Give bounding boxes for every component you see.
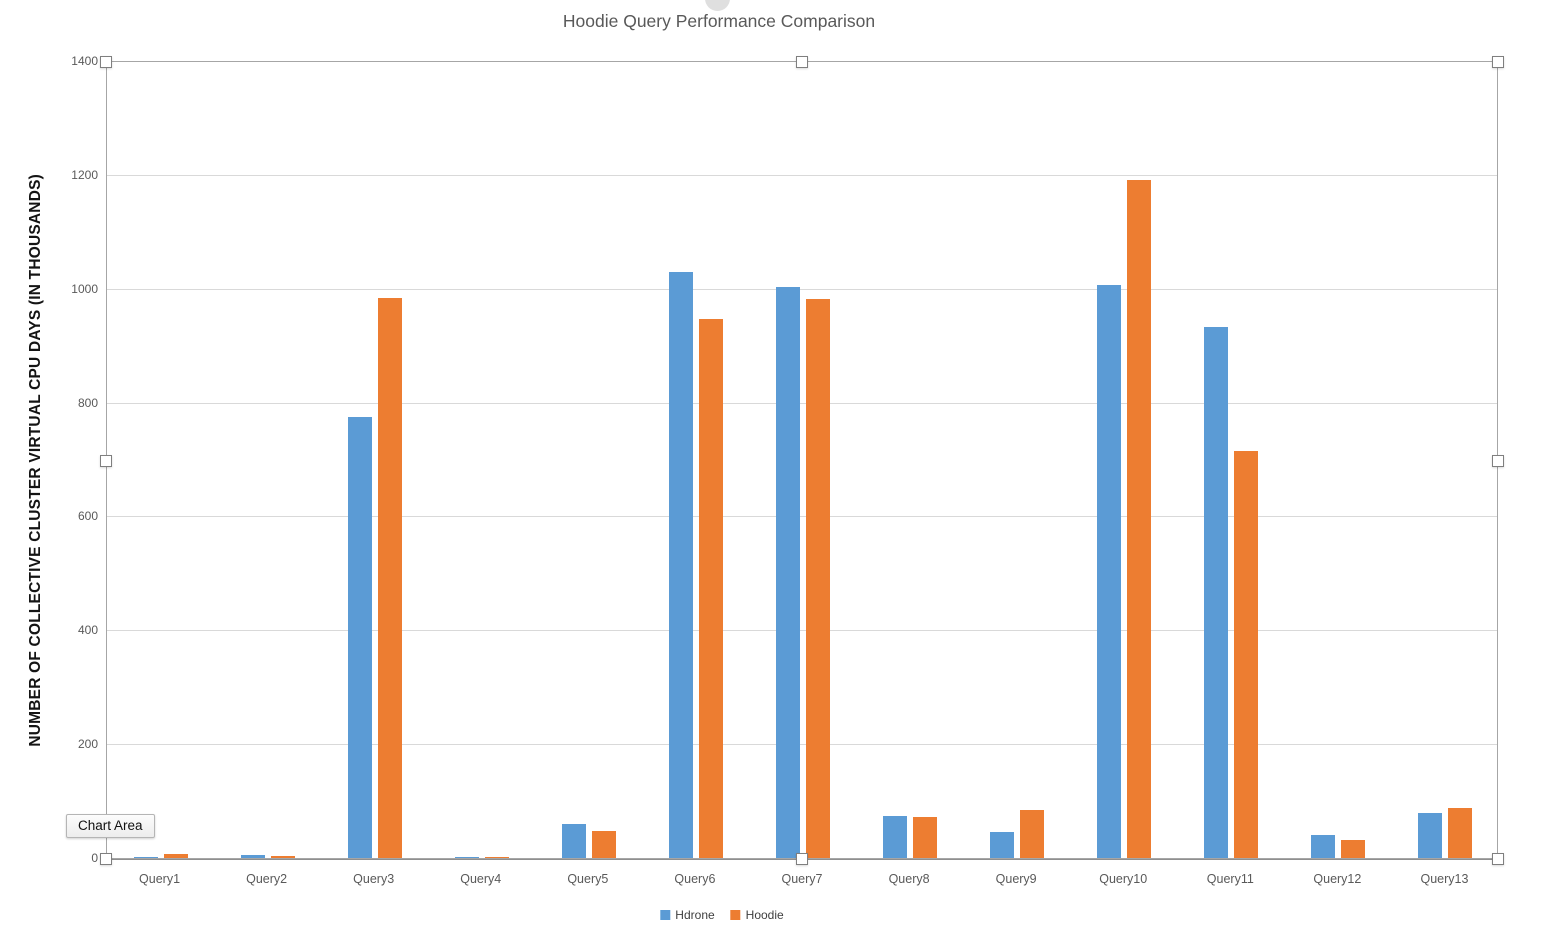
y-axis-title-wrap: NUMBER OF COLLECTIVE CLUSTER VIRTUAL CPU… xyxy=(14,62,58,859)
selection-handle-right-middle[interactable] xyxy=(1492,454,1504,467)
gridline-200 xyxy=(106,744,1498,746)
bar-hdrone-query10[interactable] xyxy=(1097,285,1122,859)
bar-hdrone-query2[interactable] xyxy=(240,855,265,859)
selection-handle-center-bottom[interactable] xyxy=(796,853,808,865)
bar-hoodie-query12[interactable] xyxy=(1341,840,1366,859)
selection-handle-left-middle[interactable] xyxy=(100,454,112,467)
y-tick-label-200: 200 xyxy=(77,737,98,752)
x-tick-label-query3[interactable]: Query3 xyxy=(353,872,395,886)
bar-hdrone-query6[interactable] xyxy=(668,272,693,859)
legend-label: Hdrone xyxy=(675,908,715,922)
chart-area-tooltip: Chart Area xyxy=(66,814,155,838)
hoodie-swatch-icon xyxy=(730,910,741,920)
x-tick-label-query1[interactable]: Query1 xyxy=(139,872,181,886)
chart-title[interactable]: Hoodie Query Performance Comparison xyxy=(562,11,876,31)
bar-hdrone-query8[interactable] xyxy=(883,816,908,859)
legend-label: Hoodie xyxy=(745,908,784,922)
top-edge-circle xyxy=(705,0,730,11)
x-tick-label-query2[interactable]: Query2 xyxy=(246,872,288,886)
x-tick-label-query11[interactable]: Query11 xyxy=(1206,872,1254,886)
x-tick-label-query10[interactable]: Query10 xyxy=(1099,872,1148,886)
bar-hoodie-query1[interactable] xyxy=(163,854,188,859)
gridline-400 xyxy=(106,630,1498,632)
bar-hdrone-query7[interactable] xyxy=(776,287,800,859)
x-tick-label-query13[interactable]: Query13 xyxy=(1420,872,1469,886)
y-tick-label-1400: 1400 xyxy=(71,54,98,68)
gridline-1000 xyxy=(106,288,1498,290)
gridline-800 xyxy=(106,402,1498,404)
bar-hoodie-query10[interactable] xyxy=(1127,180,1152,859)
selection-handle-left-top[interactable] xyxy=(100,56,112,68)
y-axis-title[interactable]: NUMBER OF COLLECTIVE CLUSTER VIRTUAL CPU… xyxy=(27,174,44,747)
bar-hdrone-query5[interactable] xyxy=(561,823,586,859)
selection-handle-right-top[interactable] xyxy=(1492,56,1504,68)
x-tick-label-query12[interactable]: Query12 xyxy=(1313,872,1362,886)
bar-hdrone-query11[interactable] xyxy=(1204,326,1229,859)
bar-hdrone-query13[interactable] xyxy=(1418,813,1443,859)
x-tick-label-query6[interactable]: Query6 xyxy=(674,872,716,886)
x-tick-label-query4[interactable]: Query4 xyxy=(460,872,502,886)
y-tick-label-800: 800 xyxy=(77,395,98,410)
bar-hoodie-query5[interactable] xyxy=(591,830,616,859)
y-tick-label-1200: 1200 xyxy=(71,167,98,182)
x-tick-label-query8[interactable]: Query8 xyxy=(888,872,930,886)
bar-hoodie-query6[interactable] xyxy=(698,318,723,859)
bar-hoodie-query2[interactable] xyxy=(270,855,295,859)
legend[interactable]: Hdrone Hoodie xyxy=(660,908,784,922)
bar-hoodie-query13[interactable] xyxy=(1448,808,1473,859)
selection-handle-center-top[interactable] xyxy=(796,56,808,68)
legend-item-hdrone[interactable]: Hdrone xyxy=(660,908,715,922)
y-tick-label-400: 400 xyxy=(77,623,98,638)
y-tick-label-1000: 1000 xyxy=(71,281,98,296)
selection-handle-left-bottom[interactable] xyxy=(100,853,112,865)
x-tick-label-query9[interactable]: Query9 xyxy=(995,872,1037,886)
x-tick-label-query5[interactable]: Query5 xyxy=(567,872,609,886)
bar-hdrone-query4[interactable] xyxy=(454,857,479,859)
x-tick-label-query7[interactable]: Query7 xyxy=(781,872,823,886)
gridline-600 xyxy=(106,516,1498,518)
gridline-1200 xyxy=(106,174,1498,176)
bar-hdrone-query12[interactable] xyxy=(1311,834,1336,859)
hdrone-swatch-icon xyxy=(660,910,671,920)
y-tick-label-600: 600 xyxy=(77,509,98,524)
bar-hoodie-query11[interactable] xyxy=(1234,450,1259,859)
legend-item-hoodie[interactable]: Hoodie xyxy=(730,908,784,922)
bar-hoodie-query3[interactable] xyxy=(377,298,402,859)
bar-hdrone-query3[interactable] xyxy=(347,417,372,859)
bar-hoodie-query7[interactable] xyxy=(806,298,830,859)
bar-hoodie-query8[interactable] xyxy=(913,817,938,859)
bar-hoodie-query9[interactable] xyxy=(1020,810,1045,859)
selection-handle-right-bottom[interactable] xyxy=(1492,853,1504,865)
y-tick-label-0: 0 xyxy=(91,851,98,865)
bar-hoodie-query4[interactable] xyxy=(484,857,509,859)
bar-hdrone-query1[interactable] xyxy=(133,856,158,859)
plot-area[interactable] xyxy=(106,61,1498,860)
bar-hdrone-query9[interactable] xyxy=(990,832,1015,859)
